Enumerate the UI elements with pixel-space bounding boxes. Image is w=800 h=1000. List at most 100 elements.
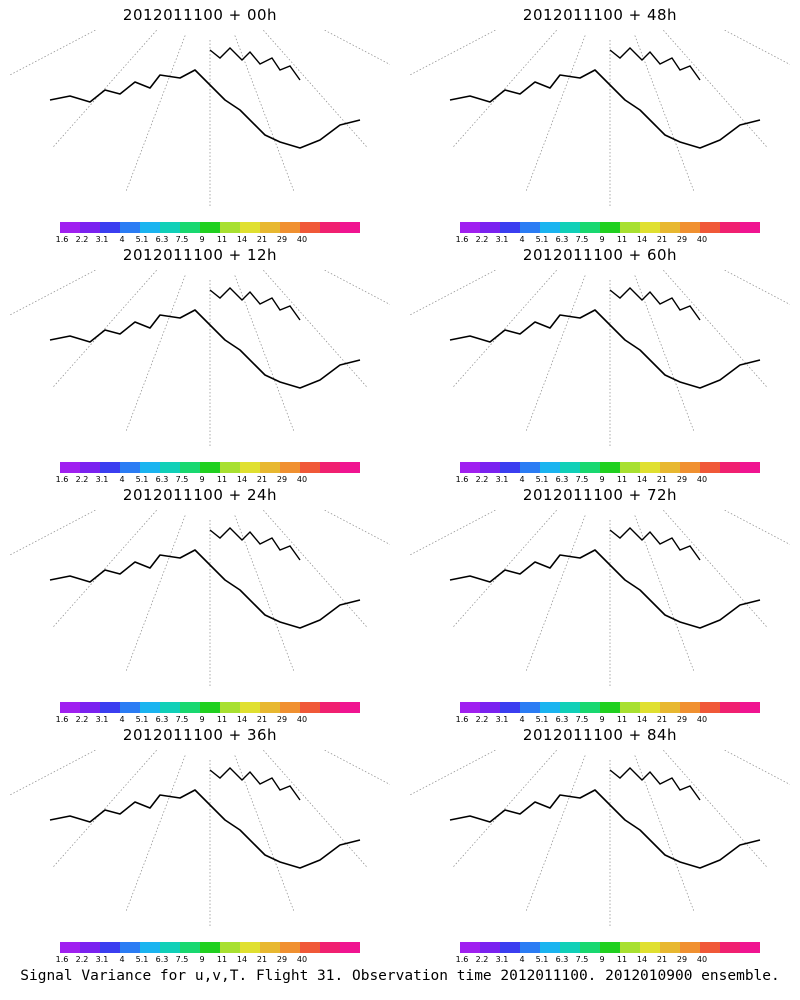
variance-contour — [618, 603, 667, 628]
colorbar-swatch — [480, 462, 500, 473]
colorbar-label: 4 — [519, 715, 525, 724]
grid-meridian — [10, 510, 97, 556]
colorbar-label: 21 — [656, 235, 668, 244]
coastline — [449, 309, 761, 389]
grid-meridian — [410, 510, 497, 556]
colorbar-label: 21 — [656, 475, 668, 484]
colorbar-swatch — [160, 702, 180, 713]
colorbar-swatch — [540, 702, 560, 713]
colorbar-swatch — [500, 222, 520, 233]
variance-contour — [520, 793, 730, 902]
colorbar — [460, 462, 760, 473]
colorbar-label: 3.1 — [95, 475, 109, 484]
colorbar-label: 4 — [519, 475, 525, 484]
variance-contour — [634, 371, 658, 383]
colorbar-label: 4 — [519, 235, 525, 244]
colorbar-label: 29 — [276, 475, 288, 484]
coastline — [209, 767, 301, 801]
variance-contour — [114, 800, 281, 885]
colorbar-swatch — [300, 462, 320, 473]
colorbar — [60, 942, 360, 953]
colorbar-swatch — [620, 702, 640, 713]
variance-contour — [144, 335, 256, 392]
colorbar-label: 9 — [199, 475, 205, 484]
grid-meridian — [723, 750, 790, 785]
grid-meridian — [10, 750, 97, 796]
variance-contour — [689, 297, 731, 324]
grid-meridian — [410, 30, 497, 76]
colorbar-swatch — [260, 702, 280, 713]
colorbar-label: 5.1 — [535, 715, 549, 724]
colorbar-label: 6.3 — [155, 475, 169, 484]
colorbar-swatch — [280, 222, 300, 233]
coastline — [449, 549, 761, 629]
variance-contour — [203, 846, 227, 858]
colorbar-label: 14 — [636, 235, 648, 244]
colorbar-label: 6.3 — [555, 235, 569, 244]
colorbar-swatch — [660, 222, 680, 233]
forecast-panel: 2012011100 + 12h 1.6 2.2 3.1 4 5.1 6.3 7.5 9 11 14… — [0, 240, 400, 485]
colorbar-label: 11 — [216, 475, 228, 484]
coastline — [209, 287, 301, 321]
colorbar-label: 1.6 — [55, 715, 69, 724]
colorbar-swatch — [660, 462, 680, 473]
variance-contour — [251, 848, 289, 872]
variance-contour — [589, 348, 684, 397]
colorbar-label: 4 — [519, 955, 525, 964]
colorbar-labels: 1.6 2.2 3.1 4 5.1 6.3 7.5 9 11 14 21 29 40 — [456, 235, 760, 245]
variance-contour — [456, 279, 765, 438]
colorbar-swatch — [60, 462, 80, 473]
colorbar-label: 3.1 — [495, 475, 509, 484]
coastline — [209, 527, 301, 561]
panel-title: 2012011100 + 72h — [522, 486, 678, 504]
colorbar-swatch — [740, 462, 760, 473]
colorbar-label: 40 — [296, 475, 308, 484]
colorbar-swatch — [520, 462, 540, 473]
variance-contour — [470, 287, 755, 434]
colorbar-swatch — [300, 702, 320, 713]
colorbar-swatch — [60, 222, 80, 233]
variance-contour — [125, 565, 270, 639]
polar-map — [410, 750, 790, 928]
colorbar-label: 7.5 — [575, 955, 589, 964]
variance-contour — [147, 94, 235, 137]
variance-contour — [188, 838, 236, 862]
variance-contour — [185, 596, 233, 621]
colorbar — [60, 462, 360, 473]
colorbar-label: 3.1 — [95, 235, 109, 244]
colorbar-swatch — [560, 222, 580, 233]
colorbar-swatch — [260, 222, 280, 233]
grid-meridian — [723, 510, 790, 545]
colorbar-label: 14 — [236, 715, 248, 724]
variance-contour — [496, 540, 742, 667]
variance-contour — [603, 595, 677, 633]
variance-contour — [720, 107, 760, 133]
grid-meridian — [10, 270, 97, 316]
colorbar-swatch — [460, 462, 480, 473]
colorbar-label: 5.1 — [535, 955, 549, 964]
colorbar-label: 14 — [636, 955, 648, 964]
grid-meridian — [410, 750, 497, 796]
colorbar-swatch — [340, 462, 360, 473]
colorbar-swatch — [520, 702, 540, 713]
colorbar-label: 3.1 — [495, 955, 509, 964]
colorbar-swatch — [320, 942, 340, 953]
colorbar-swatch — [740, 942, 760, 953]
colorbar-label: 1.6 — [455, 715, 469, 724]
colorbar-swatch — [160, 942, 180, 953]
colorbar-swatch — [680, 222, 700, 233]
polar-map — [10, 510, 390, 688]
variance-contour — [292, 538, 328, 561]
variance-contour — [466, 525, 761, 677]
variance-contour — [133, 87, 243, 140]
coastline — [49, 309, 361, 389]
colorbar-swatch — [120, 222, 140, 233]
colorbar-label: 21 — [656, 955, 668, 964]
colorbar-label: 29 — [276, 955, 288, 964]
colorbar-swatch — [660, 702, 680, 713]
colorbar-swatch — [720, 702, 740, 713]
colorbar-label: 1.6 — [455, 475, 469, 484]
variance-contour — [170, 588, 242, 625]
colorbar-swatch — [540, 942, 560, 953]
grid-meridian — [723, 30, 790, 65]
